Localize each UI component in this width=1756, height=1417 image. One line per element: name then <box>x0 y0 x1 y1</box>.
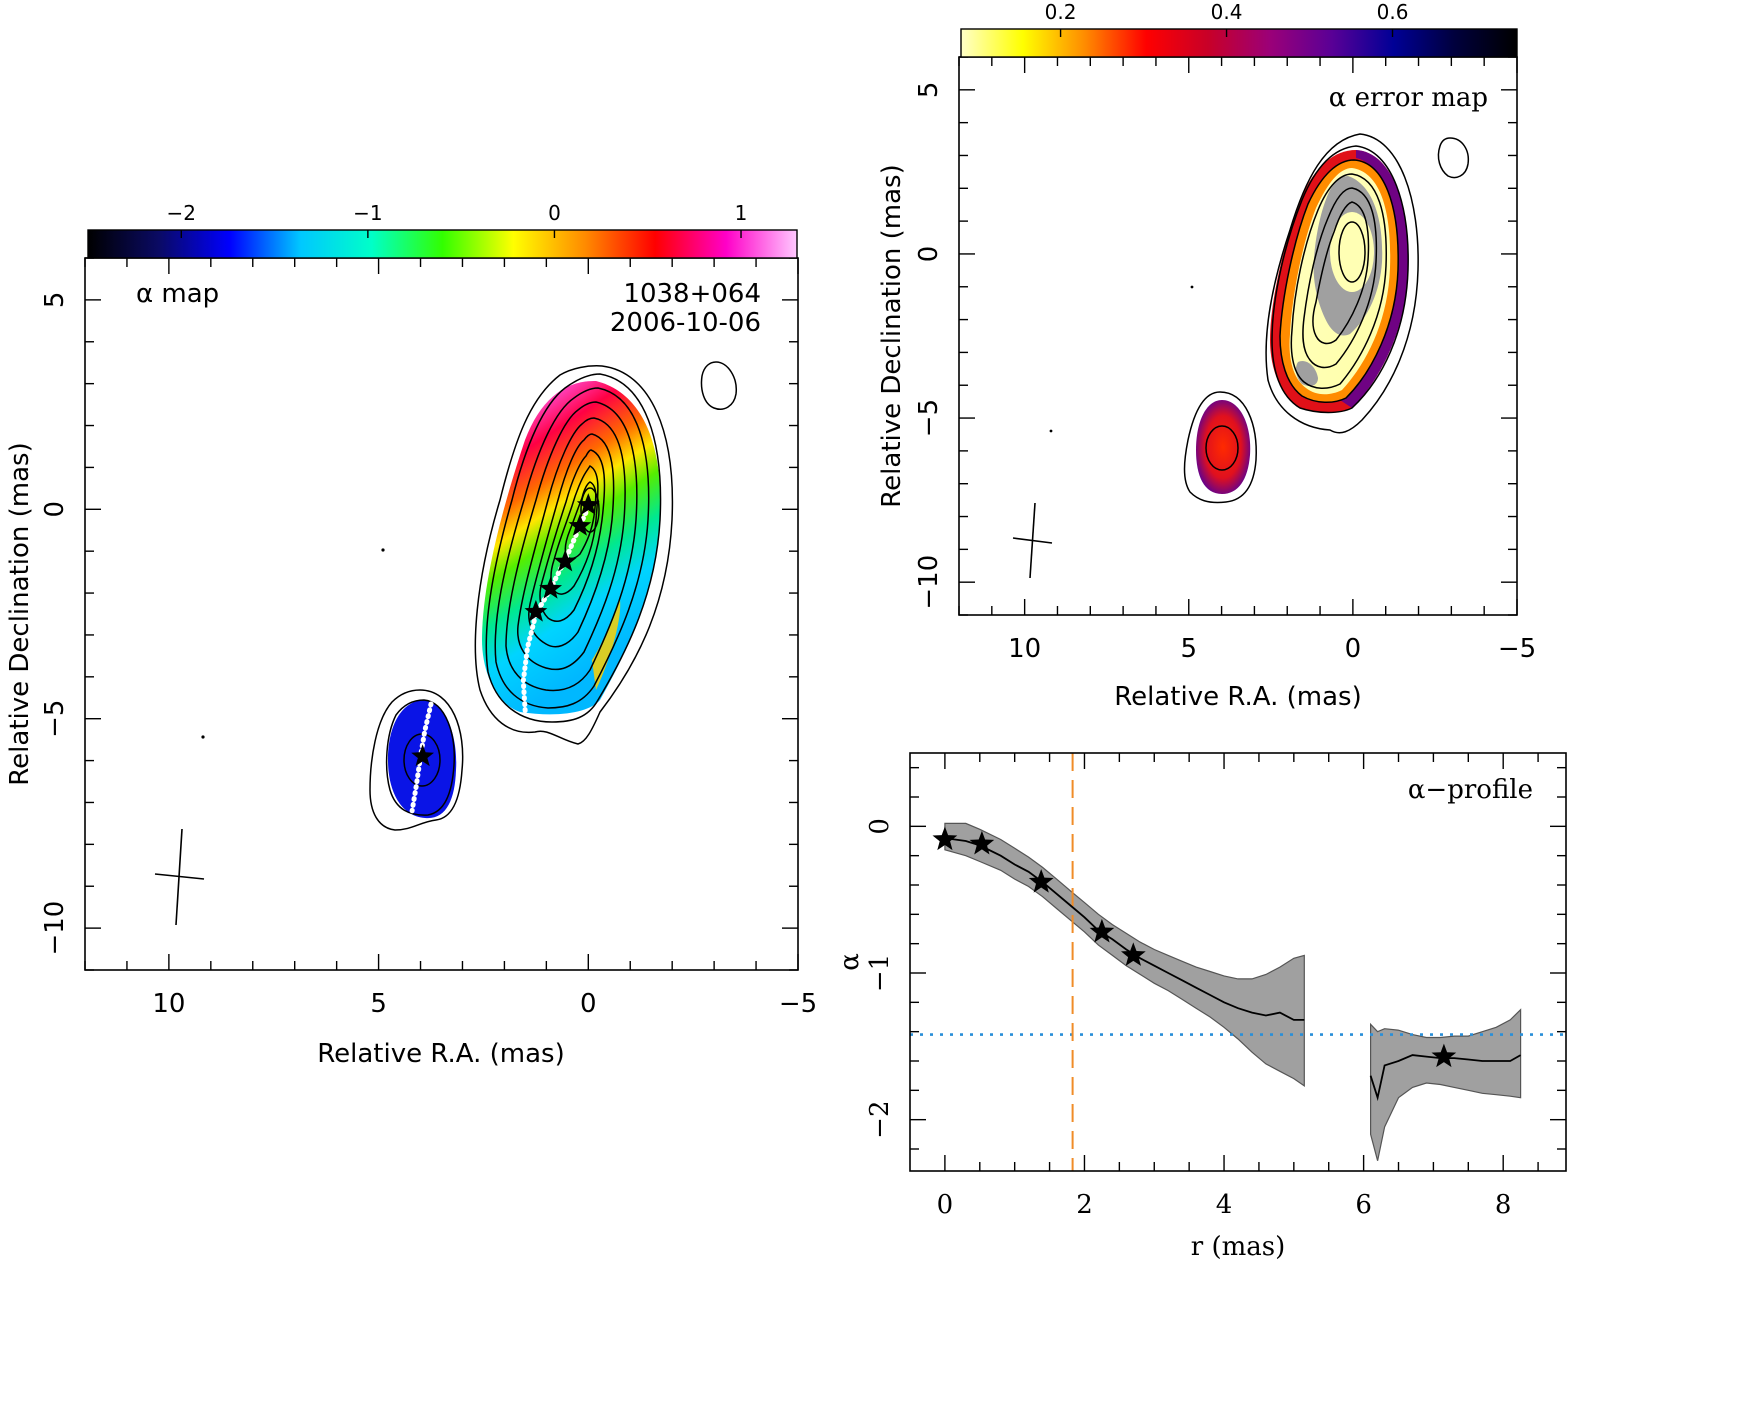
profile-star <box>1431 1043 1457 1068</box>
speck <box>1190 285 1194 289</box>
x-tick-label: 6 <box>1355 1190 1372 1220</box>
y-tick-label: −1 <box>865 954 895 992</box>
alpha-map-ylabel: Relative Declination (mas) <box>5 442 35 785</box>
profile-ylabel: α <box>835 953 865 971</box>
alpha-profile-panel: 0 2 4 6 8 0 −1 −2 α−profile r (mas) α <box>835 752 1567 1262</box>
y-tick-label: 0 <box>865 818 895 835</box>
y-tick-label: −10 <box>40 901 70 956</box>
profile-label: α−profile <box>1408 775 1533 805</box>
profile-star <box>1028 869 1054 893</box>
profile-star <box>969 830 995 855</box>
y-tick-label: −5 <box>40 700 70 738</box>
speck <box>1049 429 1053 433</box>
colorbar-tick-label: 0.2 <box>1045 0 1077 24</box>
x-tick-label: 4 <box>1216 1190 1233 1220</box>
alpha-map-panel: 10 5 0 −550−5−10 α map 1038+064 2006-10-06 … <box>5 201 817 1069</box>
colorbar-tick-label: 0.6 <box>1377 0 1409 24</box>
y-tick-label: −5 <box>914 399 944 437</box>
ridge-star <box>568 514 592 536</box>
profile-star <box>1121 942 1146 966</box>
profile-frame <box>909 752 1567 1172</box>
observation-date: 2006-10-06 <box>610 308 761 338</box>
colorbar-tick-label: −2 <box>167 201 196 225</box>
error-map-xlabel: Relative R.A. (mas) <box>1114 682 1361 712</box>
x-tick-label: 2 <box>1076 1190 1093 1220</box>
error-map-ticks: 10 5 0 −5 5 0 −5 −10 <box>914 56 1536 664</box>
alpha-map-stars <box>411 493 600 767</box>
jet-tail-lowcolor <box>592 600 621 690</box>
error-map-frame <box>958 56 1518 616</box>
colorbar-tick-label: 0.4 <box>1211 0 1243 24</box>
profile-star <box>932 826 958 851</box>
outer-contour-blob <box>700 361 737 410</box>
x-tick-label: 10 <box>1008 634 1041 664</box>
alpha-map-label: α map <box>136 279 219 309</box>
error-band <box>944 822 1305 1088</box>
x-tick-label: 0 <box>1345 634 1362 664</box>
alpha-map-frame <box>84 257 799 971</box>
x-tick-label: 0 <box>580 989 597 1019</box>
x-tick-label: 5 <box>370 989 387 1019</box>
profile-ticks: 0 2 4 6 8 0 −1 −2 <box>865 753 1566 1220</box>
error-map-ylabel: Relative Declination (mas) <box>877 164 907 507</box>
beam-cross <box>154 828 205 926</box>
profile-star <box>1089 918 1115 943</box>
error-colorbar <box>960 28 1518 58</box>
x-tick-label: 8 <box>1495 1190 1512 1220</box>
error-core-low <box>1330 212 1374 292</box>
y-tick-label: 0 <box>40 501 70 518</box>
error-map-label: α error map <box>1329 83 1488 113</box>
profile-stars <box>932 826 1457 1068</box>
speck <box>381 548 385 552</box>
profile-xlabel: r (mas) <box>1191 1232 1285 1262</box>
x-tick-label: 10 <box>152 989 185 1019</box>
x-tick-label: −5 <box>1498 634 1536 664</box>
y-tick-label: −10 <box>914 555 944 610</box>
beam-cross <box>1012 502 1053 579</box>
alpha-colorbar <box>87 229 798 259</box>
error-colorbar-ticks: 0.2 0.4 0.6 <box>1045 0 1409 37</box>
alpha-map-xlabel: Relative R.A. (mas) <box>317 1039 564 1069</box>
error-map-panel: 10 5 0 −5 5 0 −5 −10 α error map Relative R.A. … <box>877 0 1536 712</box>
speck <box>201 735 205 739</box>
alpha-map-ticks: 10 5 0 −5 5 0 −5 −10 <box>40 257 817 1019</box>
error-edge-purple <box>1340 150 1409 408</box>
ridge-star <box>553 549 577 572</box>
ridge-star <box>524 599 548 622</box>
error-map-contours <box>1183 133 1470 504</box>
y-tick-label: −2 <box>865 1101 895 1139</box>
jet-contours <box>474 365 674 745</box>
x-tick-label: 5 <box>1180 634 1197 664</box>
ridge-star <box>539 576 562 599</box>
alpha-colorbar-ticks: −2 −1 0 1 <box>167 201 748 238</box>
colorbar-tick-label: −1 <box>353 201 382 225</box>
y-tick-label: 5 <box>40 292 70 309</box>
y-tick-label: 5 <box>914 82 944 99</box>
x-tick-label: 0 <box>937 1190 954 1220</box>
source-name: 1038+064 <box>623 279 761 309</box>
error-band <box>1370 1008 1522 1161</box>
colorbar-tick-label: 0 <box>548 201 561 225</box>
x-tick-label: −5 <box>779 989 817 1019</box>
y-tick-label: 0 <box>914 246 944 263</box>
ridge-star <box>576 493 600 515</box>
error-map-image <box>1012 133 1470 579</box>
error-knot-region <box>1196 400 1251 494</box>
alpha-map-image <box>154 361 737 926</box>
ridge-star <box>411 744 434 767</box>
colorbar-tick-label: 1 <box>735 201 748 225</box>
